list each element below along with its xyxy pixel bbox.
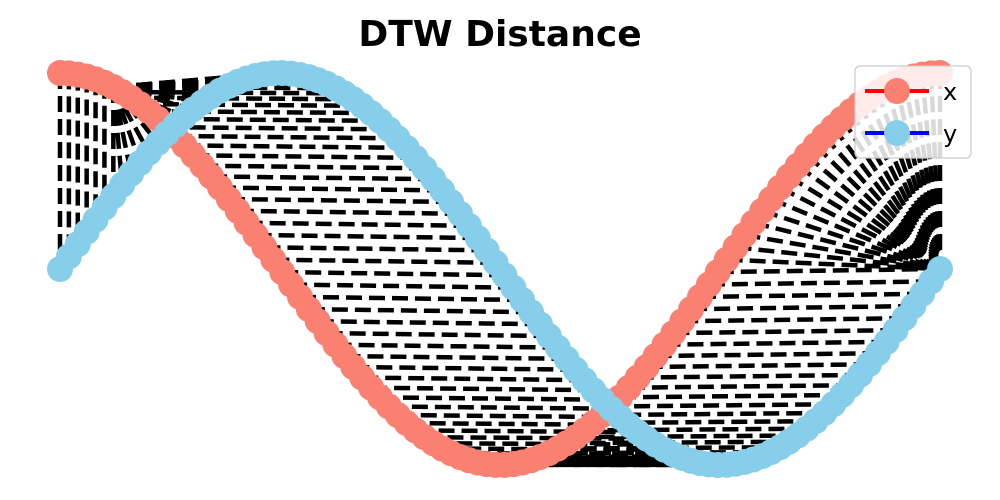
alignment-line-65 [362, 375, 585, 383]
alignment-line-77 [255, 232, 478, 241]
alignment-line-30 [673, 327, 896, 336]
alignment-line-85 [184, 143, 407, 151]
alignment-line-34 [637, 372, 861, 380]
chart-title: DTW Distance [358, 14, 641, 55]
alignment-line-59 [415, 428, 638, 435]
alignment-line-38 [602, 410, 825, 418]
alignment-line-79 [237, 208, 461, 217]
legend-marker-y [884, 120, 910, 146]
alignment-line-28 [691, 303, 914, 312]
alignment-line-20 [761, 208, 941, 272]
alignment-line-23 [735, 245, 941, 272]
alignment-line-106 [113, 84, 221, 93]
alignment-line-78 [246, 220, 469, 229]
alignment-line-64 [371, 385, 594, 393]
alignment-line-36 [619, 392, 843, 400]
series-y-point-99 [927, 255, 953, 282]
alignment-line-90 [139, 101, 363, 109]
alignment-line-21 [752, 220, 941, 272]
alignment-line-66 [353, 364, 576, 372]
alignment-line-24 [726, 257, 941, 272]
alignment-line-32 [655, 350, 878, 359]
alignment-line-81 [219, 185, 443, 193]
series-y-markers [47, 60, 953, 478]
alignment-line-75 [273, 257, 496, 266]
alignment-line-67 [344, 353, 567, 362]
alignment-line-33 [646, 362, 869, 370]
alignment-line-17 [787, 174, 942, 271]
alignment-line-57 [433, 440, 656, 447]
alignment-line-69 [326, 330, 549, 339]
alignment-line-37 [611, 402, 834, 409]
alignment-line-19 [770, 196, 941, 272]
alignment-line-26 [708, 279, 932, 287]
alignment-line-27 [699, 291, 923, 300]
alignment-line-80 [228, 196, 452, 205]
alignment-line-35 [628, 382, 852, 390]
alignment-line-82 [211, 174, 434, 182]
alignment-line-76 [264, 245, 487, 253]
alignment-line-68 [335, 342, 558, 350]
alignment-line-74 [282, 269, 505, 278]
legend-label-y: y [943, 120, 957, 148]
alignment-line-18 [778, 185, 942, 272]
alignment-line-87 [166, 124, 389, 132]
alignment-line-31 [664, 339, 887, 347]
alignment-line-70 [317, 318, 541, 327]
legend-marker-x [884, 78, 910, 104]
alignment-line-83 [202, 163, 425, 171]
alignment-line-73 [291, 282, 514, 290]
alignment-line-71 [308, 306, 532, 315]
alignment-line-58 [424, 434, 647, 441]
alignment-line-63 [379, 395, 603, 402]
alignment-line-25 [717, 266, 941, 275]
legend-label-x: x [943, 78, 957, 106]
alignment-line-15 [805, 153, 942, 271]
chart-legend: x y [854, 65, 972, 159]
alignment-line-72 [299, 294, 523, 303]
alignment-line-56 [442, 446, 665, 453]
alignment-line-84 [193, 153, 416, 161]
alignment-line-16 [796, 163, 942, 271]
alignment-line-86 [175, 133, 398, 141]
alignment-line-29 [682, 315, 905, 324]
alignment-line-62 [388, 404, 612, 411]
